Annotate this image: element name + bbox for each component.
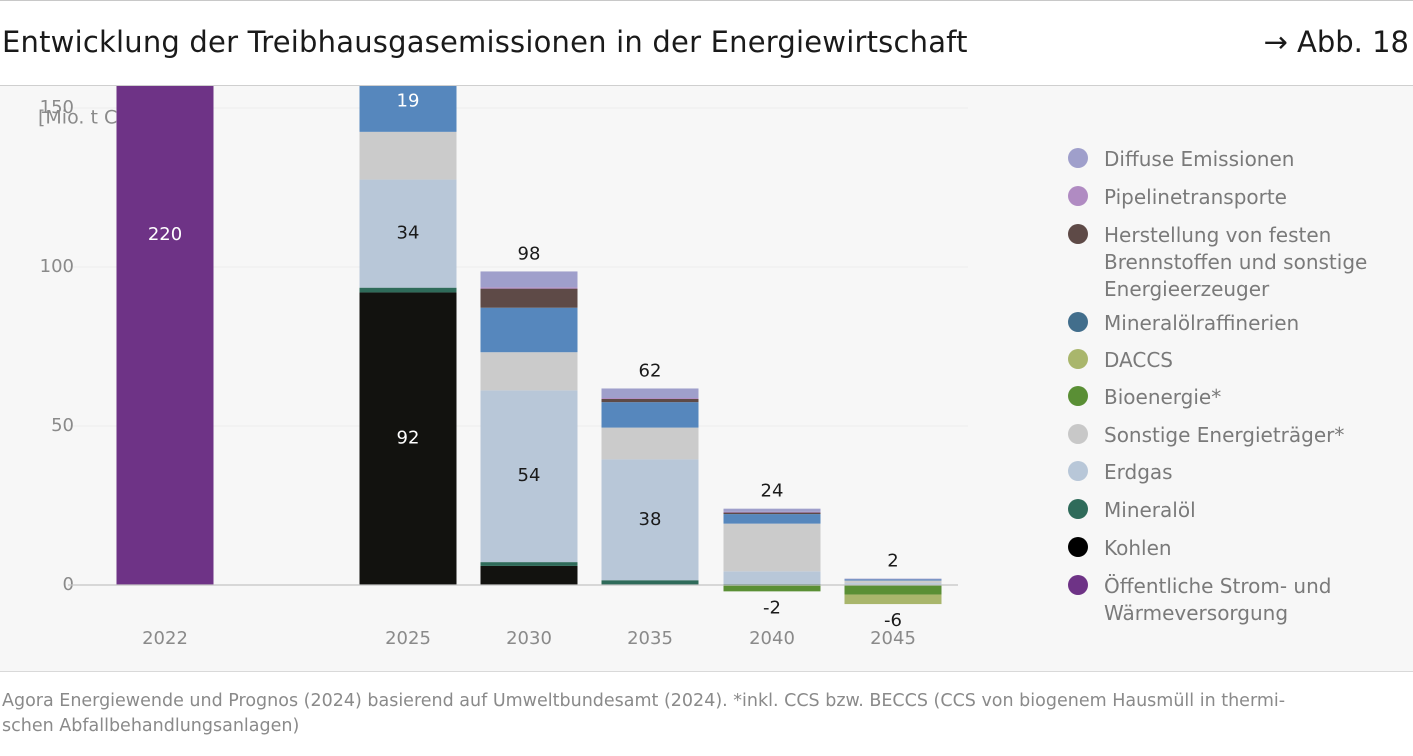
segment-label-2025-3: 34: [397, 223, 420, 244]
bar-segment-2045-5[interactable]: [844, 585, 942, 595]
legend-item[interactable]: Erdgas: [1068, 459, 1394, 486]
x-tick-label-2045: 2045: [870, 628, 916, 649]
bar-segment-2025-2[interactable]: [359, 287, 457, 293]
legend-item[interactable]: Öffentliche Strom- und Wärmeversorgung: [1068, 573, 1394, 627]
negative-label-2040: -2: [763, 597, 781, 618]
bar-segment-2030-4[interactable]: [480, 352, 578, 391]
y-tick-label-50: 50: [51, 415, 74, 436]
bar-segment-2045-10[interactable]: [844, 578, 942, 580]
y-tick-label-100: 100: [40, 256, 74, 277]
legend-label: Diffuse Emissionen: [1104, 147, 1295, 171]
x-tick-label-2035: 2035: [627, 628, 673, 649]
legend-item[interactable]: Pipelinetransporte: [1068, 184, 1394, 211]
source-line-1: Agora Energiewende und Prognos (2024) ba…: [2, 691, 1286, 711]
legend-item[interactable]: Bioenergie*: [1068, 384, 1394, 411]
x-tick-label-2040: 2040: [749, 628, 795, 649]
legend-item[interactable]: Kohlen: [1068, 535, 1394, 562]
legend-swatch: [1068, 386, 1088, 406]
legend-label: Sonstige Energieträger*: [1104, 423, 1345, 447]
legend-item[interactable]: Mineralöl: [1068, 497, 1394, 524]
header-bar: Entwicklung der Treibhausgasemissionen i…: [0, 1, 1413, 86]
legend-item[interactable]: Herstellung von festen Brennstoffen und …: [1068, 222, 1394, 303]
bar-segment-2030-7[interactable]: [480, 307, 578, 353]
legend-label: Bioenergie*: [1104, 385, 1222, 409]
stacked-bar-chart: [Mio. t CO₂-Äq]0501001502002502202225720…: [38, 86, 968, 649]
bar-segment-2045-6[interactable]: [844, 594, 942, 605]
segment-label-2030-3: 54: [518, 465, 541, 486]
legend-item[interactable]: DACCS: [1068, 347, 1394, 374]
total-label-2030: 98: [518, 243, 541, 264]
bar-segment-2035-2[interactable]: [601, 580, 699, 585]
bar-segment-2030-8[interactable]: [480, 288, 578, 308]
negative-label-2045: -6: [884, 610, 902, 631]
legend-swatch: [1068, 186, 1088, 206]
legend-swatch: [1068, 224, 1088, 244]
bar-segment-2040-8[interactable]: [723, 512, 821, 515]
legend-item[interactable]: Diffuse Emissionen: [1068, 146, 1394, 173]
bar-segment-2030-10[interactable]: [480, 271, 578, 288]
y-tick-label-150: 150: [40, 97, 74, 118]
x-tick-label-2022: 2022: [142, 628, 188, 649]
legend-swatch: [1068, 499, 1088, 519]
legend-label: Öffentliche Strom- und Wärmeversorgung: [1104, 574, 1332, 625]
legend-swatch: [1068, 424, 1088, 444]
legend-swatch: [1068, 537, 1088, 557]
legend-label: Kohlen: [1104, 536, 1172, 560]
bar-segment-2035-9[interactable]: [601, 398, 699, 399]
legend-label: Mineralölraffinerien: [1104, 311, 1300, 335]
x-tick-label-2030: 2030: [506, 628, 552, 649]
bar-segment-2035-4[interactable]: [601, 427, 699, 460]
bar-segment-2040-5[interactable]: [723, 585, 821, 592]
figure-reference[interactable]: → Abb. 18: [1263, 25, 1409, 59]
chart-panel: [Mio. t CO₂-Äq]0501001502002502202225720…: [0, 86, 1413, 672]
bar-segment-2035-10[interactable]: [601, 388, 699, 399]
legend-label: Mineralöl: [1104, 498, 1196, 522]
chart-title: Entwicklung der Treibhausgasemissionen i…: [2, 25, 968, 59]
legend-swatch: [1068, 349, 1088, 369]
bar-segment-2035-7[interactable]: [601, 402, 699, 428]
bar-segment-2035-3[interactable]: [601, 459, 699, 581]
bar-segment-2040-4[interactable]: [723, 523, 821, 572]
legend-label: Herstellung von festen Brennstoffen und …: [1104, 223, 1368, 301]
bar-segment-2040-7[interactable]: [723, 514, 821, 524]
x-tick-label-2025: 2025: [385, 628, 431, 649]
bar-segment-2025-7[interactable]: [359, 86, 457, 132]
legend-item[interactable]: Sonstige Energieträger*: [1068, 422, 1394, 449]
bar-segment-2025-4[interactable]: [359, 131, 457, 180]
total-label-2035: 62: [639, 360, 662, 381]
segment-label-2035-3: 38: [639, 509, 662, 530]
segment-label-2025-7: 19: [397, 91, 420, 112]
segment-label-2025-1: 92: [397, 428, 420, 449]
bar-segment-2022-0[interactable]: [116, 86, 214, 585]
bar-segment-2030-3[interactable]: [480, 390, 578, 563]
legend-item[interactable]: Mineralölraffinerien: [1068, 310, 1394, 337]
legend-swatch: [1068, 148, 1088, 168]
segment-label-2022-0: 220: [148, 224, 182, 245]
legend-swatch: [1068, 575, 1088, 595]
bar-segment-2045-3[interactable]: [844, 583, 942, 585]
bar-segment-2035-8[interactable]: [601, 398, 699, 403]
bar-segment-2040-3[interactable]: [723, 571, 821, 585]
legend-swatch: [1068, 312, 1088, 332]
bar-segment-2045-7[interactable]: [844, 579, 942, 581]
legend-label: Erdgas: [1104, 460, 1173, 484]
source-line-2: schen Abfallbehandlungsanlagen): [2, 716, 300, 736]
bar-segment-2030-2[interactable]: [480, 562, 578, 566]
top-rule: [0, 0, 1413, 1]
bar-segment-2030-1[interactable]: [480, 565, 578, 585]
bar-segment-2025-3[interactable]: [359, 179, 457, 288]
bar-segment-2045-4[interactable]: [844, 580, 942, 584]
total-label-2040: 24: [761, 481, 784, 502]
bar-segment-2025-1[interactable]: [359, 292, 457, 585]
legend-label: DACCS: [1104, 348, 1174, 372]
bar-segment-2040-9[interactable]: [723, 511, 821, 513]
bar-segment-2040-10[interactable]: [723, 508, 821, 512]
source-note: Agora Energiewende und Prognos (2024) ba…: [2, 689, 1407, 739]
legend-swatch: [1068, 461, 1088, 481]
bar-segment-2030-9[interactable]: [480, 287, 578, 289]
total-label-2045: 2: [887, 551, 898, 572]
legend-label: Pipelinetransporte: [1104, 185, 1287, 209]
